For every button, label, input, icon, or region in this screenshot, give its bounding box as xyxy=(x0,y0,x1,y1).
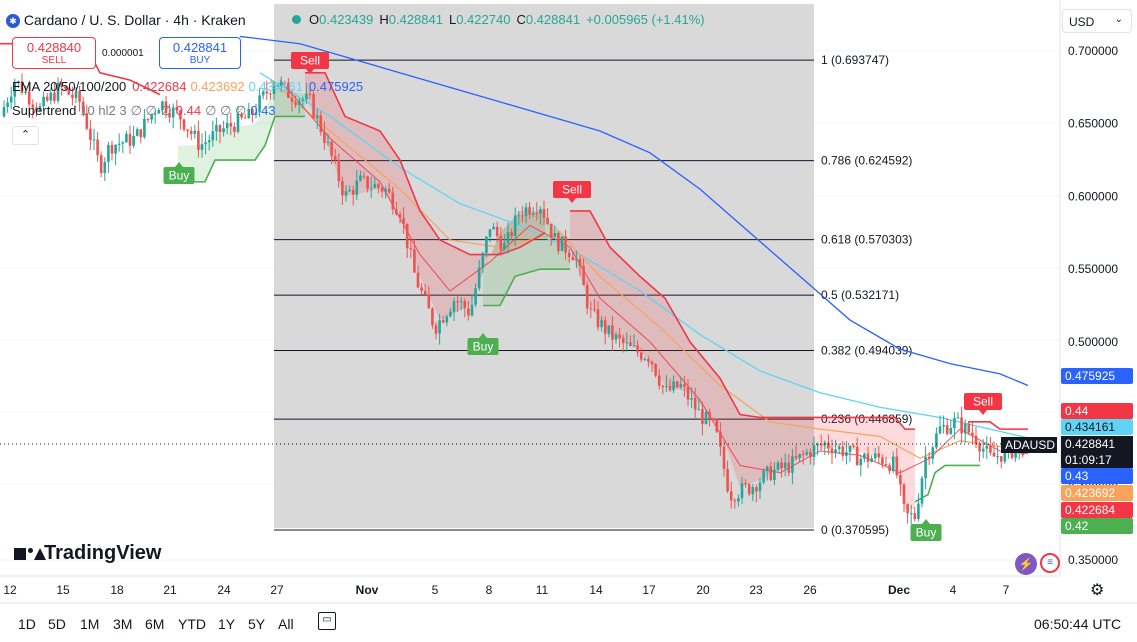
tradingview-watermark[interactable]: TradingView xyxy=(14,542,161,565)
flag-icon[interactable]: ≡ xyxy=(1040,553,1060,573)
date-tick-5: 27 xyxy=(270,583,284,597)
date-tick-2: 18 xyxy=(110,583,124,597)
fib-label-3: 0.5 (0.532171) xyxy=(821,288,899,302)
svg-text:Sell: Sell xyxy=(973,395,993,409)
fib-label-4: 0.382 (0.494039) xyxy=(821,344,912,358)
ema50-badge: 0.423692 xyxy=(1061,485,1133,501)
chevron-down-icon: ⌄ xyxy=(1114,14,1123,25)
date-tick-16: 4 xyxy=(950,583,957,597)
date-tick-8: 8 xyxy=(486,583,493,597)
date-tick-13: 23 xyxy=(749,583,763,597)
supertrend-down-2 xyxy=(305,72,546,256)
candlestick-series xyxy=(2,73,1025,524)
supertrend-support-badge: 0.42 xyxy=(1061,518,1133,534)
supertrend-up-2 xyxy=(483,268,570,307)
timeframe-1d[interactable]: 1D xyxy=(18,616,36,632)
timeframe-5y[interactable]: 5Y xyxy=(248,616,266,632)
svg-text:Buy: Buy xyxy=(916,526,937,540)
sparkle-icon[interactable]: ⚡ xyxy=(1015,553,1037,575)
ema50-line xyxy=(269,79,1029,459)
svg-text:Sell: Sell xyxy=(562,183,582,197)
date-tick-12: 20 xyxy=(696,583,710,597)
fib-label-2: 0.618 (0.570303) xyxy=(821,233,912,247)
settings-gear-icon[interactable]: ⚙ xyxy=(1090,582,1105,599)
date-tick-4: 24 xyxy=(217,583,231,597)
timeframe-all[interactable]: All xyxy=(278,616,294,632)
timeframe-ytd[interactable]: YTD xyxy=(178,616,206,632)
symbol-title: Cardano / U. S. Dollar · 4h · Kraken xyxy=(23,12,246,28)
svg-text:Buy: Buy xyxy=(473,340,494,354)
collapse-chevron-icon[interactable]: ⌃ xyxy=(12,126,39,145)
timeframe-3m[interactable]: 3M xyxy=(113,616,133,632)
price-tick-4: 0.500000 xyxy=(1068,335,1118,349)
supertrend-up-1 xyxy=(178,115,305,183)
date-tick-10: 14 xyxy=(589,583,603,597)
tradingview-logo-icon xyxy=(14,545,46,563)
fib-label-0: 1 (0.693747) xyxy=(821,53,889,67)
supertrend-up-badge: 0.44 xyxy=(1061,403,1133,419)
buy-signal-3: Buy xyxy=(910,519,942,541)
ema-legend[interactable]: EMA 20/50/100/200 0.422684 0.423692 0.43416… xyxy=(12,79,364,94)
currency-select[interactable]: USD ⌄ xyxy=(1062,9,1132,33)
price-tick-7: 0.350000 xyxy=(1068,553,1118,567)
date-tick-17: 7 xyxy=(1003,583,1010,597)
ema200-badge: 0.475925 xyxy=(1061,368,1133,384)
time-axis[interactable]: 12 15 18 21 24 27 Nov 5 8 11 14 17 20 23 26 Dec 4 7 xyxy=(3,583,1009,597)
date-tick-3: 21 xyxy=(163,583,177,597)
ema100-line xyxy=(259,72,1029,439)
svg-text:Buy: Buy xyxy=(169,169,190,183)
supertrend-down-3 xyxy=(570,210,915,430)
symbol-tag-badge: ADAUSD xyxy=(1001,437,1057,453)
price-tick-1: 0.650000 xyxy=(1068,117,1118,131)
supertrend-up-3 xyxy=(914,464,980,503)
symbol-header[interactable]: ✱ Cardano / U. S. Dollar · 4h · Kraken xyxy=(6,12,246,29)
supertrend-down-4 xyxy=(968,421,1028,430)
ema100-badge: 0.434161 xyxy=(1061,419,1133,435)
svg-text:Sell: Sell xyxy=(300,54,320,68)
date-tick-11: 17 xyxy=(642,583,656,597)
fib-label-1: 0.786 (0.624592) xyxy=(821,154,912,168)
timeframe-1m[interactable]: 1M xyxy=(80,616,100,632)
price-tick-3: 0.550000 xyxy=(1068,262,1118,276)
utc-clock[interactable]: 06:50:44 UTC xyxy=(1034,616,1122,632)
date-tick-6: Nov xyxy=(356,583,379,597)
cardano-icon: ✱ xyxy=(6,14,20,29)
market-status-dot xyxy=(292,15,301,24)
sell-signal-3: Sell xyxy=(964,393,1002,415)
price-tick-2: 0.600000 xyxy=(1068,189,1118,203)
calendar-range-icon[interactable]: ▭ xyxy=(318,612,336,630)
price-tick-0: 0.700000 xyxy=(1068,44,1118,58)
sell-button[interactable]: 0.428840 SELL xyxy=(12,37,96,69)
date-tick-7: 5 xyxy=(432,583,439,597)
buy-button[interactable]: 0.428841 BUY xyxy=(159,37,241,69)
last-price-badge: 0.428841 01:09:17 xyxy=(1061,436,1133,468)
sell-signal-2: Sell xyxy=(553,181,591,203)
fib-label-6: 0 (0.370595) xyxy=(821,523,889,537)
supertrend-legend[interactable]: Supertrend 10 hl2 3 ∅ ∅ ∅ 0.44 ∅ ∅ ∅ 0.43 xyxy=(12,103,276,118)
date-tick-9: 11 xyxy=(536,583,549,597)
buy-signal-2: Buy xyxy=(467,333,499,355)
fib-label-5: 0.236 (0.446859) xyxy=(821,412,912,426)
timeframe-1y[interactable]: 1Y xyxy=(218,616,236,632)
timeframe-6m[interactable]: 6M xyxy=(145,616,165,632)
supertrend-down-badge: 0.43 xyxy=(1061,468,1133,484)
sell-signal-1: Sell xyxy=(291,52,329,74)
supertrend-fill-up-1 xyxy=(178,87,305,182)
ema20-badge: 0.422684 xyxy=(1061,502,1133,518)
date-tick-15: Dec xyxy=(888,583,910,597)
spread-value: 0.000001 xyxy=(102,48,144,59)
ohlc-readout: O0.423439 H0.428841 L0.422740 C0.428841 +0.0… xyxy=(292,12,705,27)
timeframe-5d[interactable]: 5D xyxy=(48,616,66,632)
date-tick-0: 12 xyxy=(3,583,17,597)
supertrend-fill-down-2 xyxy=(305,72,545,321)
date-tick-14: 26 xyxy=(803,583,817,597)
buy-signal-1: Buy xyxy=(163,162,195,184)
supertrend-signals: Buy Sell Buy Sell Buy Sell xyxy=(163,52,1002,541)
ema200-line xyxy=(239,35,1029,387)
fib-lines: 1 (0.693747) 0.786 (0.624592) 0.618 (0.570… xyxy=(274,53,912,537)
date-tick-1: 15 xyxy=(56,583,70,597)
